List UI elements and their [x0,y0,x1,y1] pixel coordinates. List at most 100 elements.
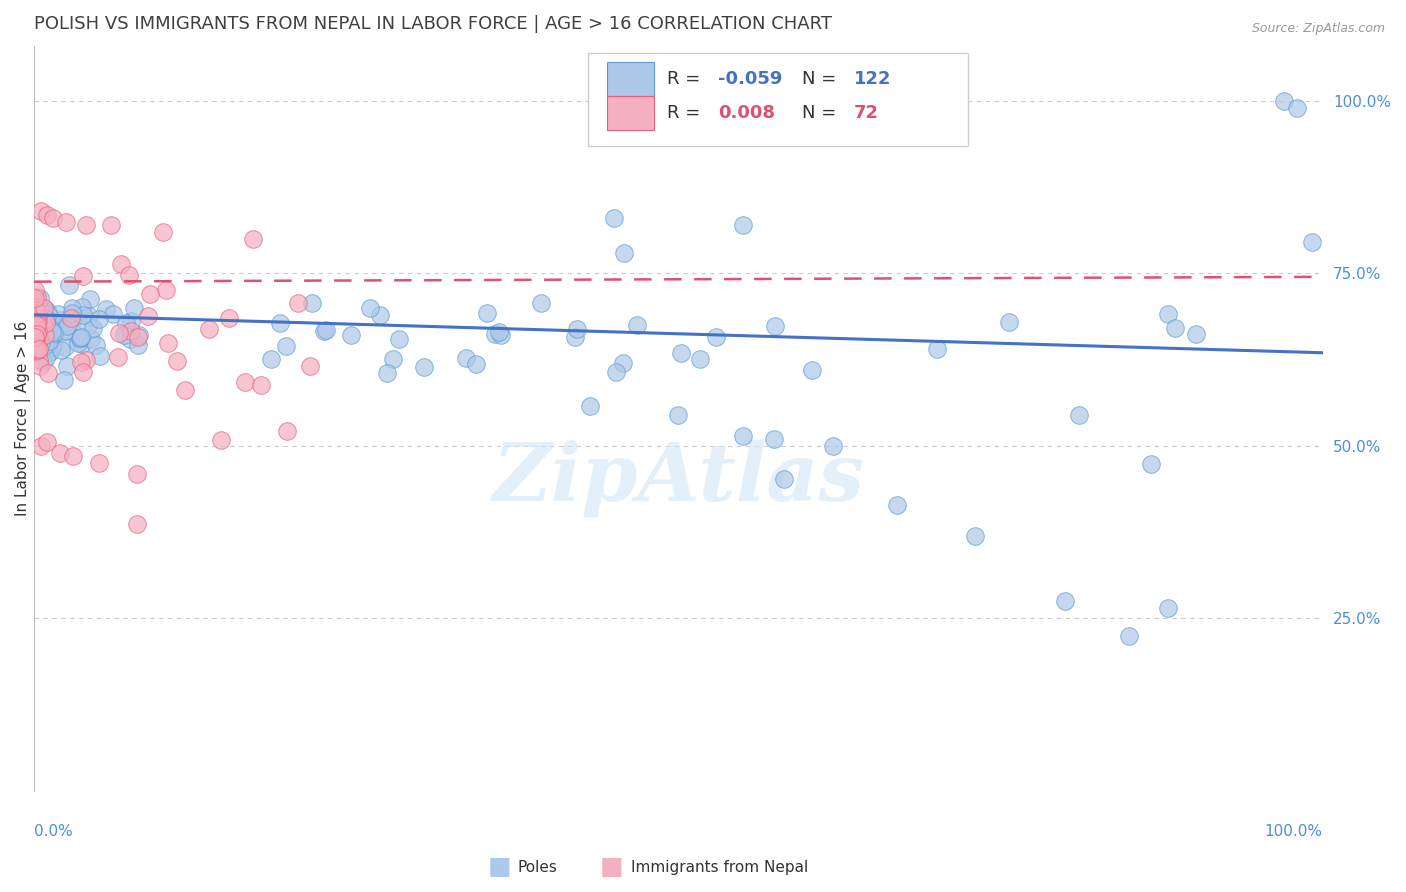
Point [122,301,145,316]
Point [260,351,283,366]
Point [27,324,49,338]
Point [1164,321,1187,335]
Point [70,330,93,344]
Point [27,317,49,331]
Point [27,307,49,321]
Point [39,327,62,342]
Point [166,354,188,368]
Point [388,332,411,346]
Point [32,317,55,331]
Point [24,327,46,342]
Point [24,315,46,329]
Point [152,225,174,239]
Text: N =: N = [801,70,842,88]
Point [58,277,80,292]
Point [30,314,52,328]
Point [28,342,51,356]
Point [301,296,323,310]
Point [925,342,948,356]
Point [28,331,51,345]
Point [25,319,48,334]
Point [127,467,149,481]
Point [25,325,48,339]
Point [42,326,65,340]
Point [55,323,77,337]
Point [287,295,309,310]
Point [25,341,48,355]
Point [84,338,107,352]
Point [87,456,110,470]
Point [24,303,46,318]
Point [82,321,104,335]
FancyBboxPatch shape [588,54,969,146]
Point [1118,629,1140,643]
Point [25,340,48,354]
Point [39,345,62,359]
Point [763,319,786,334]
Point [1053,594,1076,608]
Point [24,300,46,314]
Point [1301,235,1323,249]
Point [27,324,49,338]
Point [31,333,53,347]
Point [70,300,93,314]
Point [35,316,58,330]
Point [77,309,100,323]
Point [42,339,65,353]
Point [25,318,48,333]
Point [242,232,264,246]
Point [72,365,94,379]
Text: ZipAtlas: ZipAtlas [492,439,865,516]
Y-axis label: In Labor Force | Age > 16: In Labor Force | Age > 16 [15,321,31,516]
Point [28,291,51,305]
Point [75,218,97,232]
Text: POLISH VS IMMIGRANTS FROM NEPAL IN LABOR FORCE | AGE > 16 CORRELATION CHART: POLISH VS IMMIGRANTS FROM NEPAL IN LABOR… [34,15,832,33]
Point [24,331,46,345]
Point [274,338,297,352]
Point [60,306,83,320]
Point [24,318,46,332]
Point [37,367,59,381]
Text: -0.059: -0.059 [718,70,783,88]
Point [25,313,48,327]
Point [27,326,49,341]
Point [55,319,77,334]
Point [35,312,58,326]
Point [24,335,46,350]
Point [75,352,97,367]
Point [80,332,103,346]
Point [603,211,626,226]
Text: Immigrants from Nepal: Immigrants from Nepal [631,860,808,874]
Point [762,432,785,446]
Point [62,450,84,464]
Point [30,335,52,350]
Point [24,291,46,305]
Point [27,313,49,327]
Point [69,331,91,345]
Point [626,318,648,332]
Point [51,343,73,357]
Point [38,317,60,331]
Text: R =: R = [666,70,706,88]
Point [30,321,52,335]
Point [24,332,46,346]
Point [772,472,794,486]
Point [34,310,56,324]
Point [38,334,60,349]
Point [28,333,51,347]
Point [24,334,46,348]
Point [27,327,49,342]
Point [58,318,80,332]
Point [276,425,298,439]
Point [269,316,291,330]
Point [34,331,56,345]
Point [1157,601,1180,615]
Point [28,352,51,367]
Point [66,331,89,345]
Point [488,325,510,339]
Point [89,312,111,326]
Point [28,322,51,336]
Point [456,351,478,366]
Point [60,310,83,325]
Point [250,378,273,392]
